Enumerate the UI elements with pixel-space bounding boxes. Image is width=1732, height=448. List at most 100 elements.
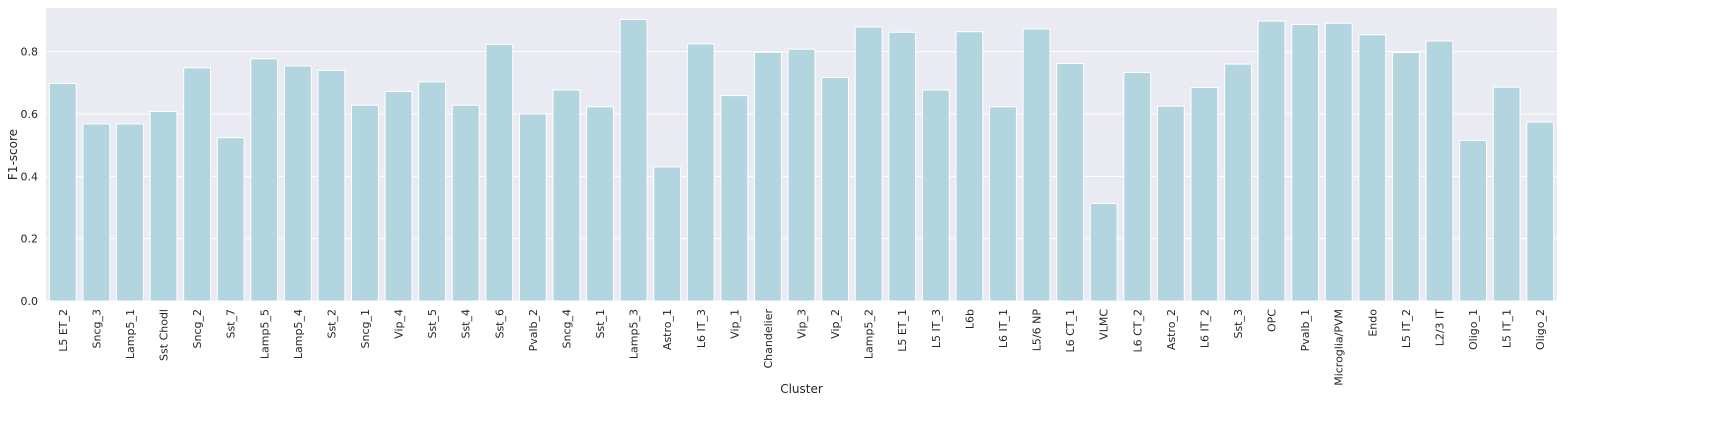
x-tick-label: Vip_4 (393, 309, 406, 339)
x-tick-label: Astro_2 (1165, 309, 1178, 350)
y-tick-label: 0.0 (21, 295, 39, 308)
x-tick-label: L5 ET_2 (57, 309, 70, 352)
x-tick-label: Sncg_4 (560, 309, 573, 348)
x-tick-label: Oligo_1 (1467, 309, 1480, 350)
bar (1089, 202, 1118, 302)
bar (1022, 28, 1051, 302)
y-tick-label: 0.6 (21, 108, 39, 121)
bar (619, 19, 648, 302)
bar (250, 58, 279, 302)
x-tick-label: Sst_5 (426, 309, 439, 339)
x-tick-label: OPC (1266, 309, 1279, 332)
x-axis-label: Cluster (780, 382, 823, 396)
x-tick-label: L6 IT_1 (997, 309, 1010, 348)
x-tick-label: Pvalb_1 (1299, 309, 1312, 351)
bar (149, 110, 178, 302)
bar (183, 67, 212, 302)
bars (48, 19, 1555, 302)
bar (1358, 34, 1387, 302)
bar (1526, 121, 1555, 302)
y-tick-labels: 0.0 0.2 0.4 0.6 0.8 (21, 46, 39, 308)
x-tick-label: Sst_2 (325, 309, 338, 339)
x-tick-label: L6 CT_1 (1064, 309, 1077, 353)
x-tick-label: L5 IT_2 (1400, 309, 1413, 348)
bar (753, 51, 782, 302)
x-tick-label: Lamp5_5 (258, 309, 271, 359)
x-tick-label: Sst_3 (1232, 309, 1245, 339)
bar (1425, 40, 1454, 302)
bar (116, 123, 144, 302)
x-tick-label: L5 ET_1 (896, 309, 909, 352)
bar (1324, 22, 1353, 302)
bar (351, 104, 379, 302)
x-tick-label: L6 IT_2 (1198, 309, 1211, 348)
bar (1492, 86, 1521, 302)
bar (82, 123, 111, 302)
x-tick-label: Sst Chodl (158, 309, 171, 361)
x-tick-label: L2/3 IT (1433, 309, 1446, 347)
x-tick-label: Vip_3 (796, 309, 809, 339)
x-tick-label: L5 IT_3 (930, 309, 943, 348)
x-tick-label: L5 IT_1 (1501, 309, 1514, 348)
x-tick-label: Lamp5_4 (292, 309, 305, 359)
x-tick-label: Sst_1 (594, 309, 607, 339)
y-tick-label: 0.4 (21, 170, 39, 183)
y-tick-label: 0.2 (21, 233, 39, 246)
x-tick-label: Sst_6 (493, 309, 506, 339)
x-tick-label: Vip_2 (829, 309, 842, 339)
x-tick-label: Lamp5_3 (628, 309, 641, 359)
bar (1257, 20, 1286, 302)
y-axis-label: F1-score (6, 129, 20, 180)
bar (216, 137, 245, 302)
x-tick-label: Lamp5_1 (124, 309, 137, 359)
bar (485, 43, 514, 302)
bar (1156, 105, 1185, 302)
y-tick-label: 0.8 (21, 46, 39, 59)
bar (787, 48, 816, 302)
x-tick-label: VLMC (1098, 309, 1111, 340)
x-tick-label: Oligo_2 (1534, 309, 1547, 350)
bar (283, 65, 312, 302)
x-tick-label: Endo (1366, 309, 1379, 337)
bar (552, 89, 581, 302)
bar (653, 166, 682, 302)
bar (48, 82, 77, 302)
bar (518, 113, 547, 302)
bar (821, 77, 850, 302)
x-tick-label: Chandelier (762, 309, 775, 369)
bar (451, 104, 480, 302)
x-tick-label: Lamp5_2 (863, 309, 876, 359)
bar (854, 26, 883, 302)
x-tick-label: L6 CT_2 (1131, 309, 1144, 353)
x-tick-label: L6 IT_3 (695, 309, 708, 348)
bar (720, 95, 749, 302)
x-tick-label: L5/6 NP (1031, 309, 1044, 352)
x-tick-label: Astro_1 (661, 309, 674, 350)
bar (1391, 52, 1420, 302)
bar (1123, 72, 1152, 302)
x-tick-label: L6b (963, 309, 976, 329)
x-tick-label: Sncg_1 (359, 309, 372, 348)
bar (384, 91, 413, 302)
bar (686, 43, 715, 302)
bar (989, 106, 1017, 302)
bar (1056, 62, 1085, 302)
x-tick-label: Microglia/PVM (1333, 309, 1346, 386)
x-tick-label: Sst_7 (225, 309, 238, 339)
bar (418, 81, 447, 302)
bar (317, 69, 346, 302)
bar (586, 106, 614, 302)
bar (921, 89, 950, 302)
bar (955, 31, 984, 302)
bar (1224, 63, 1252, 302)
x-tick-label: Sncg_2 (191, 309, 204, 348)
x-tick-label: Pvalb_2 (527, 309, 540, 351)
x-tick-labels: L5 ET_2 Sncg_3 Lamp5_1 Sst Chodl Sncg_2 Sst_7… (57, 309, 1547, 386)
x-tick-label: Vip_1 (728, 309, 741, 339)
bar (1291, 24, 1320, 302)
bar (1459, 139, 1487, 302)
x-tick-label: Sncg_3 (90, 309, 103, 348)
bar (888, 31, 917, 302)
